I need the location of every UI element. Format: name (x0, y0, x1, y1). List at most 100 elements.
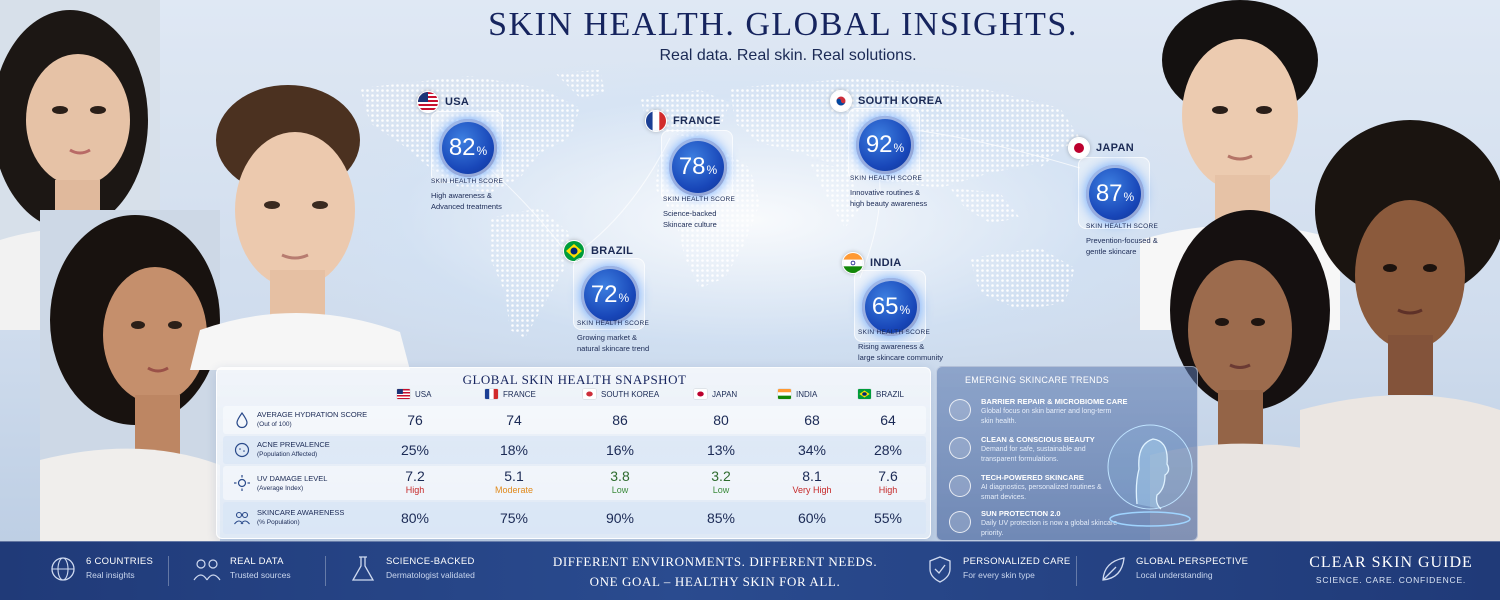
marker-south-korea[interactable]: SOUTH KOREA 92% SKIN HEALTH SCORE Innova… (830, 90, 950, 220)
page-title: SKIN HEALTH. GLOBAL INSIGHTS. (488, 6, 1078, 43)
score-label: SKIN HEALTH SCORE (1086, 223, 1159, 230)
divider (325, 556, 326, 586)
table-cell: 3.2 Low (676, 468, 766, 495)
table-cell: 7.6 High (843, 468, 933, 495)
usa-flag-icon (397, 389, 410, 399)
trends-panel: EMERGING SKINCARE TRENDS BARRIER REPAIR … (936, 366, 1198, 541)
table-cell: 76 (407, 412, 423, 428)
water-drop-icon (236, 411, 248, 429)
table-cell: 90% (605, 510, 635, 526)
people-icon (234, 511, 250, 525)
brand-logo[interactable]: CLEAR SKIN GUIDE SCIENCE. CARE. CONFIDEN… (1296, 554, 1486, 585)
table-cell: 8.1 Very High (767, 468, 857, 495)
score-label: SKIN HEALTH SCORE (577, 320, 650, 327)
trend-item[interactable]: SUN PROTECTION 2.0 Daily UV protection i… (947, 509, 1127, 541)
marker-japan[interactable]: JAPAN 87% SKIN HEALTH SCORE Prevention-f… (1068, 137, 1178, 267)
globe-icon (51, 557, 75, 581)
marker-description: Rising awareness & large skincare communi… (858, 342, 944, 362)
table-cell: 68 (804, 412, 820, 428)
portrait-woman-right-center (1150, 200, 1360, 541)
japan-flag-icon (1068, 137, 1090, 159)
table-cell: 18% (499, 442, 529, 458)
trend-title: BARRIER REPAIR & MICROBIOME CARE (981, 397, 1128, 406)
score-badge: 72% (581, 266, 639, 324)
uv-level: High (878, 485, 898, 495)
trend-description: Daily UV protection is now a global skin… (981, 520, 1118, 537)
bottle-icon (949, 437, 971, 459)
trends-title: EMERGING SKINCARE TRENDS (965, 375, 1110, 385)
column-header-south-korea: SOUTH KOREA (583, 389, 659, 399)
marker-brazil[interactable]: BRAZIL 72% SKIN HEALTH SCORE Growing mar… (563, 240, 673, 360)
marker-france[interactable]: FRANCE 78% SKIN HEALTH SCORE Science-bac… (645, 110, 755, 240)
device-icon (949, 475, 971, 497)
table-cell: 34% (797, 442, 827, 458)
footer-tagline: DIFFERENT ENVIRONMENTS. DIFFERENT NEEDS.… (552, 554, 878, 589)
score-label: SKIN HEALTH SCORE (663, 196, 736, 203)
column-header-brazil: BRAZIL (858, 389, 904, 399)
india-flag-icon (778, 389, 791, 399)
column-header-france: FRANCE (485, 389, 536, 399)
snapshot-title: GLOBAL SKIN HEALTH SNAPSHOT (462, 372, 687, 387)
uv-level: High (405, 485, 425, 495)
column-header-japan: JAPAN (694, 389, 737, 399)
feature-global-perspective: GLOBAL PERSPECTIVE Local understanding (1098, 554, 1248, 588)
face-icon (234, 442, 250, 458)
feature-personalized-care: PERSONALIZED CARE For every skin type (925, 554, 1070, 588)
table-cell: 74 (506, 412, 522, 428)
marker-description: High awareness & Advanced treatments (431, 191, 502, 211)
leaf-icon (1102, 557, 1125, 581)
people-icon (193, 559, 221, 581)
france-flag-icon (485, 389, 498, 399)
trend-item[interactable]: CLEAN & CONSCIOUS BEAUTY Demand for safe… (947, 435, 1127, 469)
hologram-head-icon (1107, 424, 1193, 527)
trend-title: SUN PROTECTION 2.0 (981, 509, 1061, 518)
japan-flag-icon (694, 389, 707, 399)
trend-item[interactable]: TECH-POWERED SKINCARE AI diagnostics, pe… (947, 473, 1127, 507)
table-cell: 16% (605, 442, 635, 458)
snapshot-table: GLOBAL SKIN HEALTH SNAPSHOT USA FRANCE S… (216, 367, 931, 539)
brazil-flag-icon (858, 389, 871, 399)
table-cell: 5.1 Moderate (469, 468, 559, 495)
score-badge: 78% (669, 138, 727, 196)
score-label: SKIN HEALTH SCORE (858, 329, 931, 336)
uv-level: Very High (792, 485, 832, 495)
south-korea-flag-icon (583, 389, 596, 399)
table-row: ACNE PREVALENCE (Population Affected) 25%… (223, 436, 926, 464)
page-subtitle: Real data. Real skin. Real solutions. (659, 47, 917, 64)
table-cell: 85% (706, 510, 736, 526)
uv-level: Low (712, 485, 730, 495)
table-row: AVERAGE HYDRATION SCORE (Out of 100) 76 7… (223, 406, 926, 434)
footer-bar: 6 COUNTRIES Real insights REAL DATA Trus… (0, 541, 1500, 600)
score-badge: 82% (439, 119, 497, 177)
trend-title: CLEAN & CONSCIOUS BEAUTY (981, 435, 1095, 444)
usa-flag-icon (417, 91, 439, 113)
marker-description: Growing market & natural skincare trend (577, 333, 650, 353)
sun-icon (234, 475, 250, 491)
trend-item[interactable]: BARRIER REPAIR & MICROBIOME CARE Global … (947, 397, 1128, 431)
marker-india[interactable]: INDIA 65% SKIN HEALTH SCORE Rising aware… (842, 252, 962, 367)
column-header-india: INDIA (778, 389, 817, 399)
score-badge: 87% (1086, 165, 1144, 223)
table-cell: 25% (400, 442, 430, 458)
score-badge: 92% (856, 116, 914, 174)
table-cell: 28% (873, 442, 903, 458)
trend-title: TECH-POWERED SKINCARE (981, 473, 1084, 482)
table-cell: 7.2 High (370, 468, 460, 495)
trend-description: Demand for safe, sustainable and transpa… (981, 446, 1086, 463)
uv-level: Moderate (494, 485, 534, 495)
country-name: USA (445, 96, 470, 108)
marker-usa[interactable]: USA 82% SKIN HEALTH SCORE High awareness… (417, 91, 527, 221)
country-name: JAPAN (1096, 142, 1134, 154)
table-cell: 80 (713, 412, 729, 428)
table-cell: 60% (797, 510, 827, 526)
table-row: UV DAMAGE LEVEL (Average Index) 7.2 High 5… (223, 466, 926, 500)
marker-description: Innovative routines & high beauty awarene… (850, 188, 928, 208)
table-cell: 3.8 Low (575, 468, 665, 495)
score-label: SKIN HEALTH SCORE (431, 178, 504, 185)
table-cell: 86 (612, 412, 628, 428)
row-label: ACNE PREVALENCE (Population Affected) (257, 440, 330, 458)
marker-description: Science-backed Skincare culture (663, 209, 717, 229)
divider (1076, 556, 1077, 586)
trend-description: Global focus on skin barrier and long-te… (981, 408, 1112, 425)
column-header-usa: USA (397, 389, 431, 399)
